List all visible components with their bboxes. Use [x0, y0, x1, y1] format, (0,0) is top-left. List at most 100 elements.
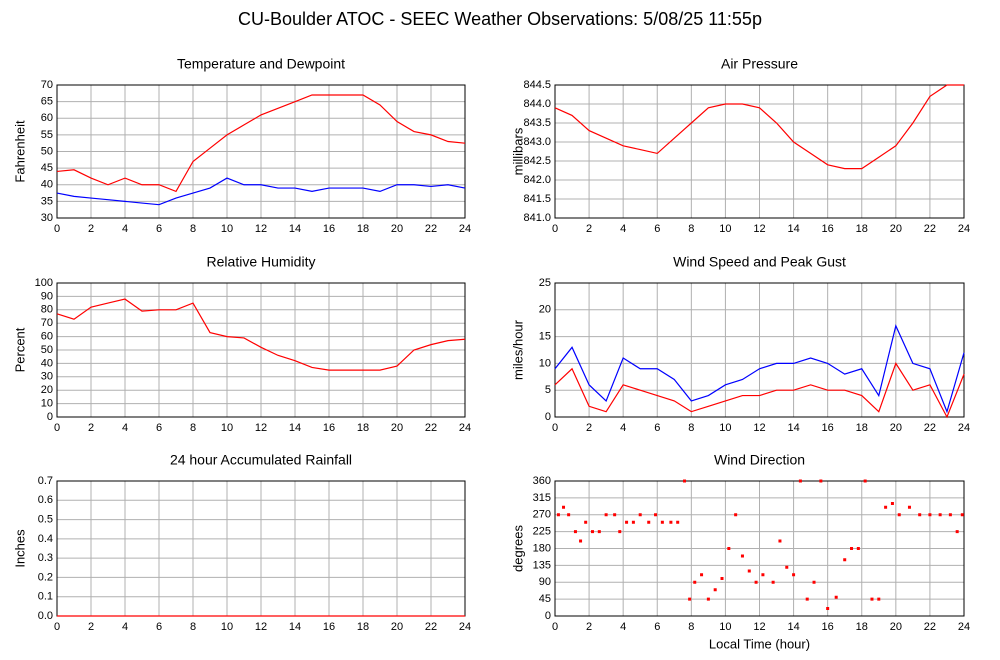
x-tick-label: 2: [586, 223, 592, 235]
x-tick-label: 24: [958, 621, 970, 633]
x-tick-label: 6: [156, 422, 162, 434]
y-tick-label: 315: [533, 492, 551, 504]
x-tick-label: 16: [323, 422, 335, 434]
data-point: [778, 539, 782, 543]
data-point: [850, 547, 854, 550]
y-tick-label: 135: [533, 559, 551, 571]
x-tick-label: 24: [459, 422, 471, 434]
x-tick-label: 4: [620, 621, 626, 633]
x-tick-label: 22: [425, 621, 437, 633]
data-point: [792, 573, 796, 577]
data-point: [754, 580, 758, 584]
y-tick-label: 270: [533, 509, 551, 521]
x-tick-label: 14: [289, 223, 301, 235]
y-tick-label: 100: [35, 277, 53, 289]
data-point: [740, 554, 744, 558]
y-tick-label: 841.0: [523, 212, 551, 224]
data-point: [870, 597, 874, 601]
x-tick-label: 0: [552, 621, 558, 633]
x-tick-label: 14: [787, 223, 799, 235]
data-point: [819, 479, 823, 483]
data-line: [56, 94, 466, 193]
y-tick-label: 90: [41, 290, 53, 302]
panel-title: Wind Direction: [714, 452, 805, 468]
y-tick-label: 0.2: [38, 571, 53, 583]
x-tick-label: 6: [654, 223, 660, 235]
y-tick-label: 841.5: [523, 193, 551, 205]
data-point: [647, 520, 651, 524]
data-point: [727, 547, 731, 550]
y-tick-label: 0.5: [38, 513, 53, 525]
y-tick-label: 842.0: [523, 174, 551, 186]
data-point: [683, 479, 687, 483]
x-tick-label: 8: [688, 223, 694, 235]
y-axis-label: Percent: [12, 327, 27, 372]
data-point: [562, 505, 566, 509]
data-point: [567, 513, 571, 517]
data-point: [798, 479, 802, 483]
y-axis-label: miles/hour: [510, 319, 525, 380]
x-tick-label: 4: [620, 223, 626, 235]
panel-title: Relative Humidity: [207, 254, 316, 270]
x-tick-label: 4: [122, 621, 128, 633]
x-tick-label: 2: [586, 621, 592, 633]
x-tick-label: 24: [459, 223, 471, 235]
y-tick-label: 50: [41, 145, 53, 157]
y-tick-label: 843.5: [523, 117, 551, 129]
x-tick-label: 8: [190, 422, 196, 434]
y-tick-label: 45: [539, 593, 551, 605]
data-line: [56, 177, 466, 206]
data-point: [907, 505, 911, 509]
data-point: [613, 513, 617, 517]
x-tick-label: 12: [255, 223, 267, 235]
x-tick-label: 8: [190, 621, 196, 633]
y-tick-label: 60: [41, 112, 53, 124]
x-tick-label: 6: [156, 621, 162, 633]
x-tick-label: 10: [719, 422, 731, 434]
x-axis-label: Local Time (hour): [709, 636, 810, 651]
x-tick-label: 22: [425, 223, 437, 235]
x-tick-label: 0: [54, 621, 60, 633]
data-point: [884, 505, 888, 509]
page-title: CU-Boulder ATOC - SEEC Weather Observati…: [238, 9, 762, 29]
x-tick-label: 12: [753, 223, 765, 235]
x-tick-label: 6: [654, 621, 660, 633]
x-tick-label: 2: [88, 223, 94, 235]
panel-title: Air Pressure: [721, 56, 798, 72]
x-tick-label: 18: [856, 422, 868, 434]
data-line: [554, 324, 965, 414]
x-tick-label: 20: [890, 223, 902, 235]
y-tick-label: 70: [41, 79, 53, 91]
y-tick-label: 844.0: [523, 98, 551, 110]
data-point: [843, 558, 847, 562]
data-point: [597, 530, 601, 534]
x-tick-label: 12: [753, 422, 765, 434]
data-point: [826, 607, 830, 610]
y-tick-label: 60: [41, 331, 53, 343]
data-point: [918, 513, 922, 517]
y-axis-label: Inches: [12, 529, 27, 568]
x-tick-label: 12: [255, 422, 267, 434]
data-point: [590, 530, 594, 534]
y-tick-label: 40: [41, 179, 53, 191]
y-tick-label: 0: [47, 411, 53, 423]
x-tick-label: 22: [425, 422, 437, 434]
x-tick-label: 8: [190, 223, 196, 235]
x-tick-label: 24: [958, 422, 970, 434]
data-point: [897, 513, 901, 517]
y-axis-label: degrees: [510, 525, 525, 572]
y-tick-label: 10: [539, 357, 551, 369]
panel-title: 24 hour Accumulated Rainfall: [170, 452, 352, 468]
x-tick-label: 8: [688, 422, 694, 434]
x-tick-label: 16: [323, 223, 335, 235]
x-tick-label: 16: [822, 621, 834, 633]
x-tick-label: 18: [357, 422, 369, 434]
x-tick-label: 2: [88, 621, 94, 633]
data-point: [720, 577, 724, 580]
y-tick-label: 360: [533, 475, 551, 487]
y-tick-label: 0.6: [38, 494, 53, 506]
x-tick-label: 0: [54, 223, 60, 235]
y-tick-label: 843.0: [523, 136, 551, 148]
data-point: [955, 530, 959, 534]
